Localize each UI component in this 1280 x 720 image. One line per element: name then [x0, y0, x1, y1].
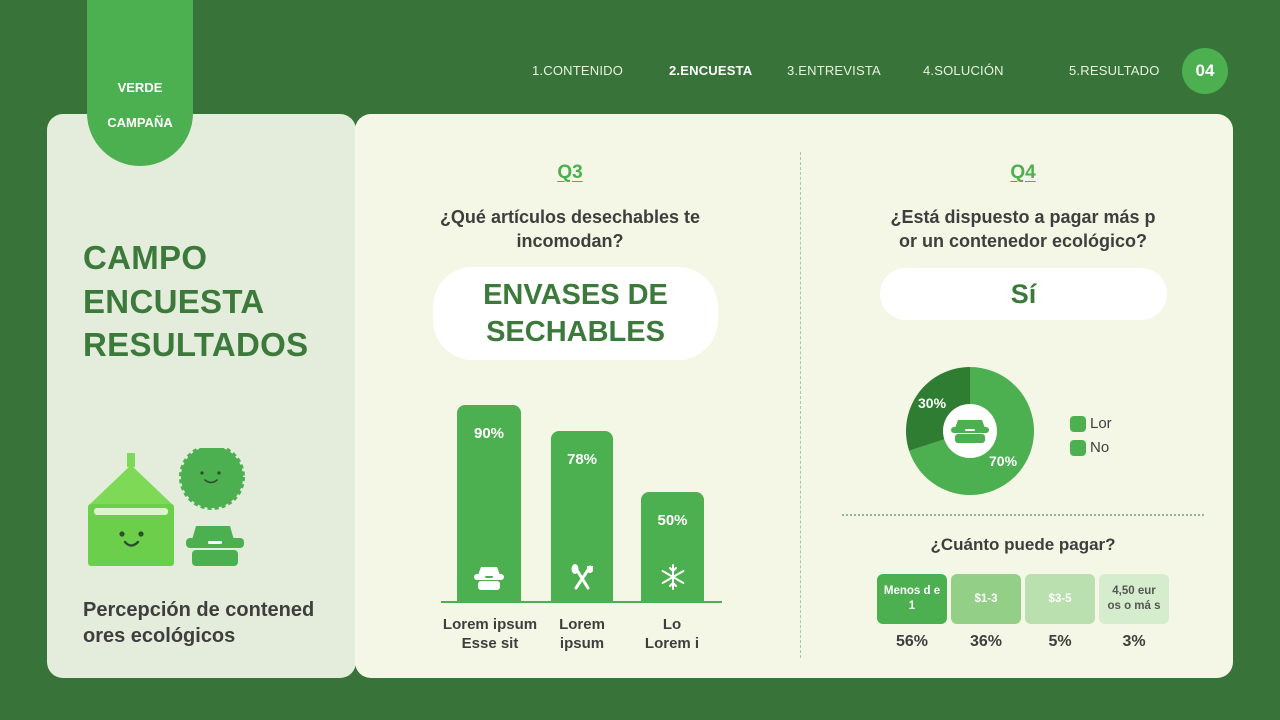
takeout-box-icon — [186, 526, 244, 566]
legend-swatch-lor — [1070, 415, 1086, 432]
q3-question: ¿Qué artículos desechables te incomodan? — [400, 205, 740, 253]
pay-pct-4: 3% — [1122, 633, 1146, 650]
brand-line-2-overlay: CAMPAÑA — [107, 115, 173, 130]
milk-carton-icon — [88, 453, 174, 566]
page-title-line-3: RESULTADOS — [83, 326, 309, 363]
brand-line-1-overlay: VERDE — [117, 80, 163, 95]
bar-category-label-1-line-1: Lorem ipsum — [442, 616, 538, 633]
legend-swatch-no — [1070, 439, 1086, 456]
nav-resultado[interactable]: 5.RESULTADO — [1069, 63, 1160, 78]
bar-category-label-1: Lorem ipsum Esse sit — [431, 615, 549, 653]
bar-chart-baseline — [441, 601, 722, 603]
nav-entrevista[interactable]: 3.ENTREVISTA — [787, 63, 881, 78]
containers-illustration — [88, 448, 245, 566]
pay-option-2: $1-3 — [951, 574, 1021, 624]
legend-label-lor: Lor — [1090, 415, 1112, 432]
legend-item-lor: Lor — [1070, 415, 1112, 432]
q4-question-line-2: or un contenedor ecológico? — [898, 231, 1147, 251]
nav-solucion[interactable]: 4.SOLUCIÓN — [923, 63, 1004, 78]
section-divider — [800, 152, 801, 658]
bar-category-label-3-line-1: Lo — [662, 616, 682, 633]
bar-value-label-3: 50% — [657, 512, 688, 529]
pay-question: ¿Cuánto puede pagar? — [930, 535, 1116, 554]
pay-pct-1: 56% — [895, 633, 929, 650]
bar-3: 50% — [641, 492, 704, 601]
subtitle-line-2: ores ecológicos — [83, 625, 236, 647]
q4-answer-pill: Sí — [880, 268, 1167, 320]
bar-value-label-2: 78% — [566, 450, 598, 468]
donut-value-label-70: 70% — [989, 453, 1018, 469]
pay-option-3: $3-5 — [1025, 574, 1095, 624]
bar-category-label-2-line-1: Lorem — [559, 616, 605, 633]
page-title-line-2: ENCUESTA — [83, 283, 265, 320]
cookie-icon — [179, 448, 245, 510]
left-panel — [47, 114, 356, 678]
utensils-icon — [564, 563, 600, 591]
pay-pct-2: 36% — [969, 633, 1003, 650]
bar-category-label-3-line-2: Lorem i — [644, 635, 700, 652]
page-title-line-1: CAMPO — [83, 239, 208, 276]
pay-option-4: 4,50 eur os o má s — [1099, 574, 1169, 624]
q4-question: ¿Está dispuesto a pagar más p or un cont… — [852, 205, 1194, 253]
bar-category-label-2: Lorem ipsum — [542, 615, 622, 653]
q4-dotted-divider — [842, 514, 1204, 516]
q3-answer-pill: ENVASES DE SECHABLES — [433, 267, 718, 360]
nav-contenido[interactable]: 1.CONTENIDO — [532, 63, 624, 78]
bar-category-label-1-line-2: Esse sit — [461, 635, 519, 652]
subtitle-line-1: Percepción de contened — [83, 599, 315, 621]
q3-question-line-1: ¿Qué artículos desechables te — [439, 207, 701, 227]
q3-question-line-2: incomodan? — [516, 231, 624, 251]
q4-label: Q4 — [1010, 162, 1036, 183]
q3-answer-line-2: SECHABLES — [486, 315, 665, 348]
nav-encuesta[interactable]: 2.ENCUESTA — [669, 63, 753, 78]
legend-item-no: No — [1070, 439, 1109, 456]
takeout-box-icon — [471, 563, 507, 591]
q3-label: Q3 — [557, 162, 583, 183]
bar-value-label-1: 90% — [473, 424, 505, 442]
pay-pct-3: 5% — [1048, 633, 1072, 650]
snowflake-icon — [655, 563, 691, 591]
legend-label-no: No — [1090, 439, 1110, 456]
q4-donut-chart — [906, 367, 1034, 495]
bar-1: 90% — [457, 404, 521, 601]
page-number-badge: 04 — [1182, 48, 1228, 94]
takeout-box-icon — [951, 420, 989, 443]
q4-question-line-1: ¿Está dispuesto a pagar más p — [890, 207, 1156, 227]
pay-option-1: Menos d e 1 — [877, 574, 947, 624]
donut-value-label-30: 30% — [918, 395, 947, 411]
bar-category-label-2-line-2: ipsum — [559, 635, 605, 652]
bar-2: 78% — [551, 430, 613, 601]
bar-category-label-3: Lo Lorem i — [632, 615, 712, 653]
q3-answer-line-1: ENVASES DE — [483, 278, 668, 311]
brand-tab-overlay: VERDE CAMPAÑA — [87, 0, 193, 166]
